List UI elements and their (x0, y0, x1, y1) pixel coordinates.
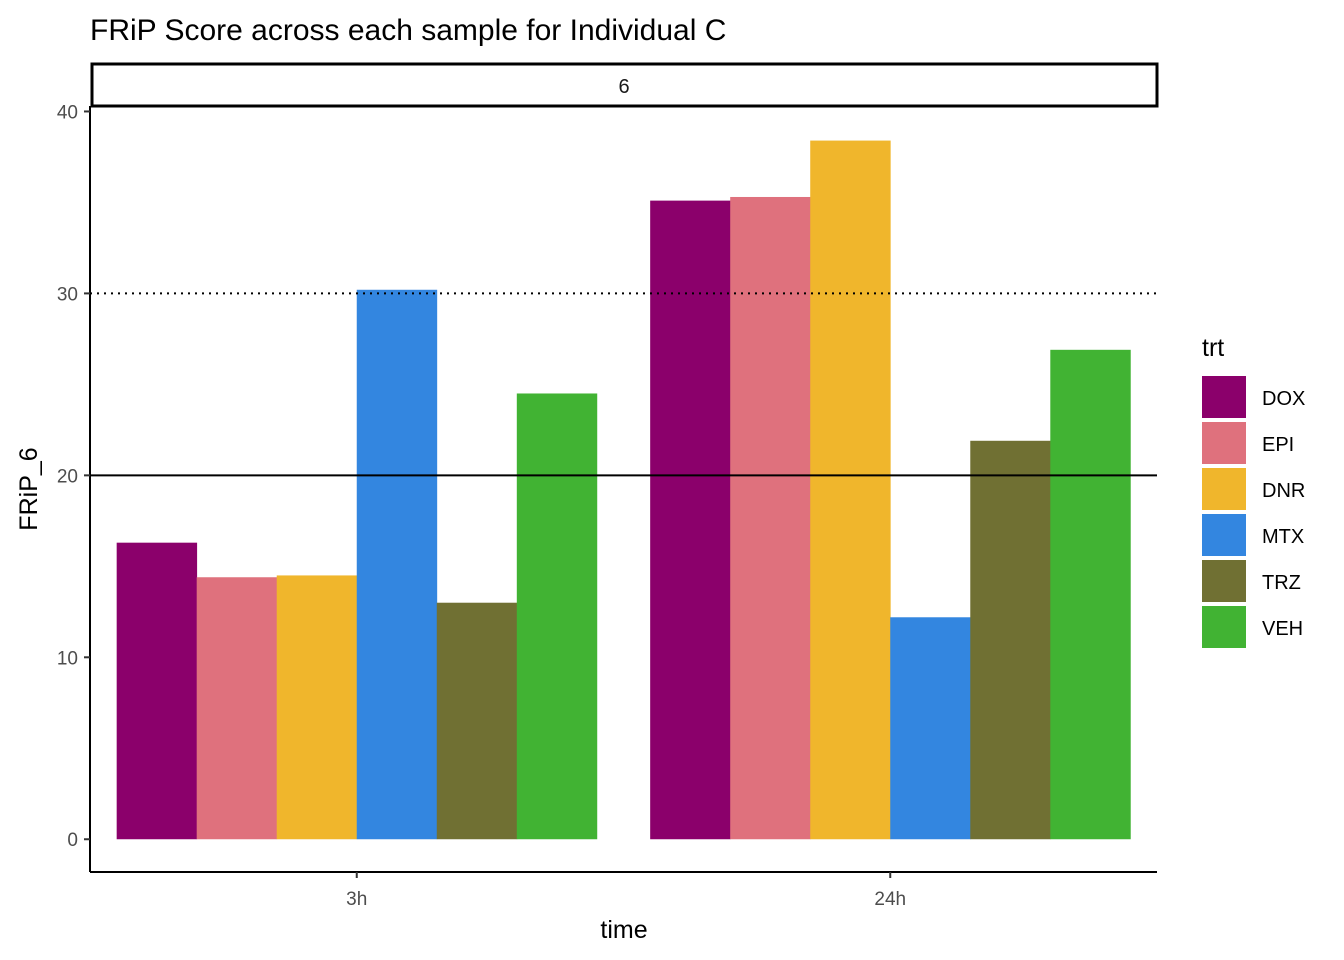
legend-key-mtx (1202, 514, 1246, 556)
bar-epi-24h (730, 196, 811, 840)
bar-epi-3h (196, 577, 278, 840)
y-tick-label: 0 (67, 830, 78, 851)
bar-trz-24h (970, 440, 1051, 840)
legend-label-trz: TRZ (1262, 572, 1301, 594)
legend-label-mtx: MTX (1262, 526, 1304, 548)
bar-dnr-3h (276, 575, 358, 840)
y-tick-label: 20 (57, 466, 78, 487)
bar-trz-3h (436, 602, 518, 840)
legend-key-epi (1202, 422, 1246, 464)
bar-mtx-3h (356, 289, 438, 840)
y-tick-label: 40 (57, 102, 78, 123)
bar-mtx-24h (890, 617, 971, 840)
bar-veh-24h (1050, 349, 1131, 840)
bar-veh-3h (516, 393, 598, 840)
x-tick-label: 3h (346, 889, 367, 910)
chart-title: FRiP Score across each sample for Indivi… (90, 14, 726, 47)
legend-key-dox (1202, 376, 1246, 418)
y-axis-title: FRiP_6 (15, 447, 43, 530)
legend-key-veh (1202, 606, 1246, 648)
y-tick-label: 10 (57, 648, 78, 669)
x-tick-label: 24h (874, 889, 906, 910)
x-axis-title: time (600, 916, 647, 944)
legend-title: trt (1202, 334, 1224, 362)
legend-key-trz (1202, 560, 1246, 602)
facet-strip-label: 6 (618, 76, 629, 98)
legend: DOX EPI DNR MTX TRZ VEH (1202, 376, 1305, 648)
legend-label-epi: EPI (1262, 434, 1294, 456)
bar-dnr-24h (810, 140, 891, 840)
legend-label-veh: VEH (1262, 618, 1303, 640)
facet-strip (90, 62, 1159, 108)
legend-key-dnr (1202, 468, 1246, 510)
bar-dox-3h (116, 542, 198, 840)
y-tick-label: 30 (57, 284, 78, 305)
plot-area: 0 10 20 30 40 3h 24h (57, 102, 1157, 910)
legend-label-dox: DOX (1262, 388, 1305, 410)
legend-label-dnr: DNR (1262, 480, 1305, 502)
bar-dox-24h (650, 200, 731, 840)
